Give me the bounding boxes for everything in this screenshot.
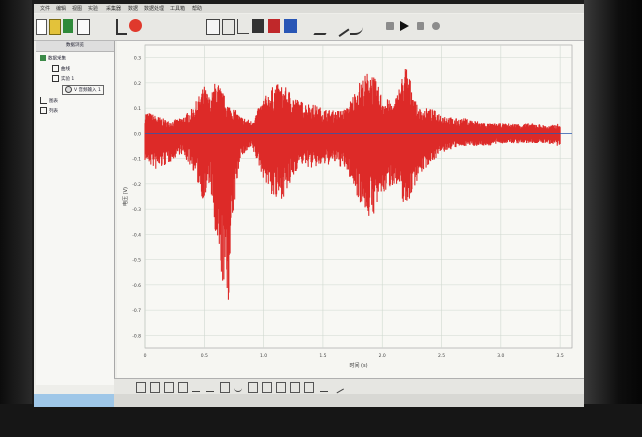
x-tick-label: 1.0	[260, 353, 267, 359]
hline-tool-icon[interactable]	[192, 382, 200, 392]
stop-record-icon[interactable]	[129, 19, 142, 32]
x-tick-label: 0.5	[201, 353, 208, 359]
menu-item-experiment[interactable]: 实验	[88, 6, 99, 12]
color-icon[interactable]	[268, 19, 280, 33]
chart-tools-bar	[114, 378, 584, 395]
save-icon[interactable]	[63, 19, 73, 33]
x-tick-label: 2.5	[438, 353, 445, 359]
tree-item-chart[interactable]: 图表	[40, 97, 58, 105]
menu-bar: 文件 编辑 视图 实验 采集器 数据 数据处理 工具箱 帮助	[34, 4, 584, 13]
zoom-in-tool-icon[interactable]	[150, 382, 160, 393]
y-tick-label: 0.1	[134, 106, 141, 112]
app-window: 文件 编辑 视图 实验 采集器 数据 数据处理 工具箱 帮助 数据浏览 数据采集	[34, 4, 584, 407]
experiment-icon	[52, 75, 59, 82]
fit-tool-icon[interactable]	[220, 382, 230, 393]
y-axis-label: 电压 (V)	[122, 187, 129, 206]
data-browser-panel: 数据浏览 数据采集 曲线 实验 1 V 音频输入 1 图表 列表	[36, 41, 115, 385]
menu-item-help[interactable]: 帮助	[192, 6, 203, 12]
open-folder-icon[interactable]	[49, 19, 61, 35]
zoom-icon[interactable]	[206, 19, 220, 35]
tree-item-audio-input[interactable]: V 音频输入 1	[62, 85, 104, 95]
y-tick-label: -0.6	[132, 283, 141, 289]
x-tick-label: 3.5	[557, 353, 564, 359]
menu-item-file[interactable]: 文件	[40, 6, 51, 12]
x-tick-label: 0	[144, 353, 147, 359]
slope-tool-icon[interactable]	[332, 380, 344, 394]
screen-bezel-left	[0, 0, 32, 437]
menu-item-collector[interactable]: 采集器	[106, 6, 122, 12]
text-tool-icon[interactable]	[320, 382, 328, 392]
curve-icon	[52, 65, 59, 72]
screen-bezel-bottom	[0, 404, 642, 437]
table-tool-icon[interactable]	[248, 382, 258, 393]
folder-icon	[40, 55, 46, 61]
y-tick-label: -0.2	[132, 182, 141, 188]
x-axis-label: 时间 (s)	[349, 362, 367, 369]
chart-style-icon[interactable]	[284, 19, 297, 33]
grid-tool-icon[interactable]	[276, 382, 286, 393]
status-highlight	[34, 394, 114, 407]
y-tick-label: 0.2	[134, 81, 141, 87]
tools-icon[interactable]	[116, 19, 127, 35]
toolbar	[34, 14, 584, 41]
menu-item-tools[interactable]: 工具箱	[170, 6, 186, 12]
menu-item-process[interactable]: 数据处理	[144, 6, 165, 12]
window-tool-icon[interactable]	[304, 382, 314, 393]
x-tick-label: 1.5	[319, 353, 326, 359]
tree-item-list[interactable]: 列表	[40, 107, 58, 115]
menu-item-view[interactable]: 视图	[72, 6, 83, 12]
y-tick-label: 0.3	[134, 56, 141, 62]
curve-tool-icon[interactable]	[234, 382, 242, 392]
panel-title: 数据浏览	[36, 41, 114, 52]
y-tick-label: 0.0	[134, 131, 141, 137]
pan-tool-icon[interactable]	[178, 382, 188, 393]
new-file-icon[interactable]	[36, 19, 47, 35]
menu-item-data[interactable]: 数据	[128, 6, 139, 12]
screen-bezel-right	[584, 0, 642, 437]
y-tick-label: -0.4	[132, 232, 141, 238]
draw-line-icon[interactable]	[313, 19, 335, 35]
curve-fit-icon[interactable]	[350, 19, 363, 35]
x-tick-label: 3.0	[497, 353, 504, 359]
tree-item-acquisition[interactable]: 数据采集	[40, 55, 66, 63]
list-icon	[40, 107, 47, 114]
dash-tool-icon[interactable]	[206, 382, 214, 392]
zoom-out-tool-icon[interactable]	[164, 382, 174, 393]
y-tick-label: -0.5	[132, 258, 141, 264]
chart-panel[interactable]: 0.3 0.2 0.1 0.0 -0.1 -0.2 -0.3 -0.4 -0.5 -0.6 -0.7…	[117, 41, 584, 385]
play-icon[interactable]	[400, 21, 409, 31]
pointer-tool-icon[interactable]	[136, 382, 146, 393]
status-bar	[34, 394, 584, 407]
bar-tool-icon[interactable]	[290, 382, 300, 393]
print-icon[interactable]	[77, 19, 90, 35]
layout-tool-icon[interactable]	[262, 382, 272, 393]
pause-icon[interactable]	[417, 22, 424, 30]
axis-icon[interactable]	[237, 19, 249, 34]
y-tick-label: -0.1	[132, 157, 141, 163]
sensor-icon	[65, 86, 72, 93]
record-icon[interactable]	[432, 22, 440, 30]
tree-item-curve[interactable]: 曲线	[52, 65, 70, 73]
tree-item-experiment-1[interactable]: 实验 1	[52, 75, 74, 83]
fill-icon[interactable]	[252, 19, 264, 33]
chart-icon	[40, 97, 47, 104]
y-tick-label: -0.8	[132, 333, 141, 339]
y-tick-label: -0.3	[132, 207, 141, 213]
table-icon[interactable]	[222, 19, 235, 35]
waveform-chart[interactable]: 0.3 0.2 0.1 0.0 -0.1 -0.2 -0.3 -0.4 -0.5 -0.6 -0.7…	[117, 41, 584, 381]
stop-icon[interactable]	[386, 22, 394, 30]
y-tick-label: -0.7	[132, 308, 141, 314]
menu-item-edit[interactable]: 编辑	[56, 6, 67, 12]
x-tick-label: 2.0	[379, 353, 386, 359]
